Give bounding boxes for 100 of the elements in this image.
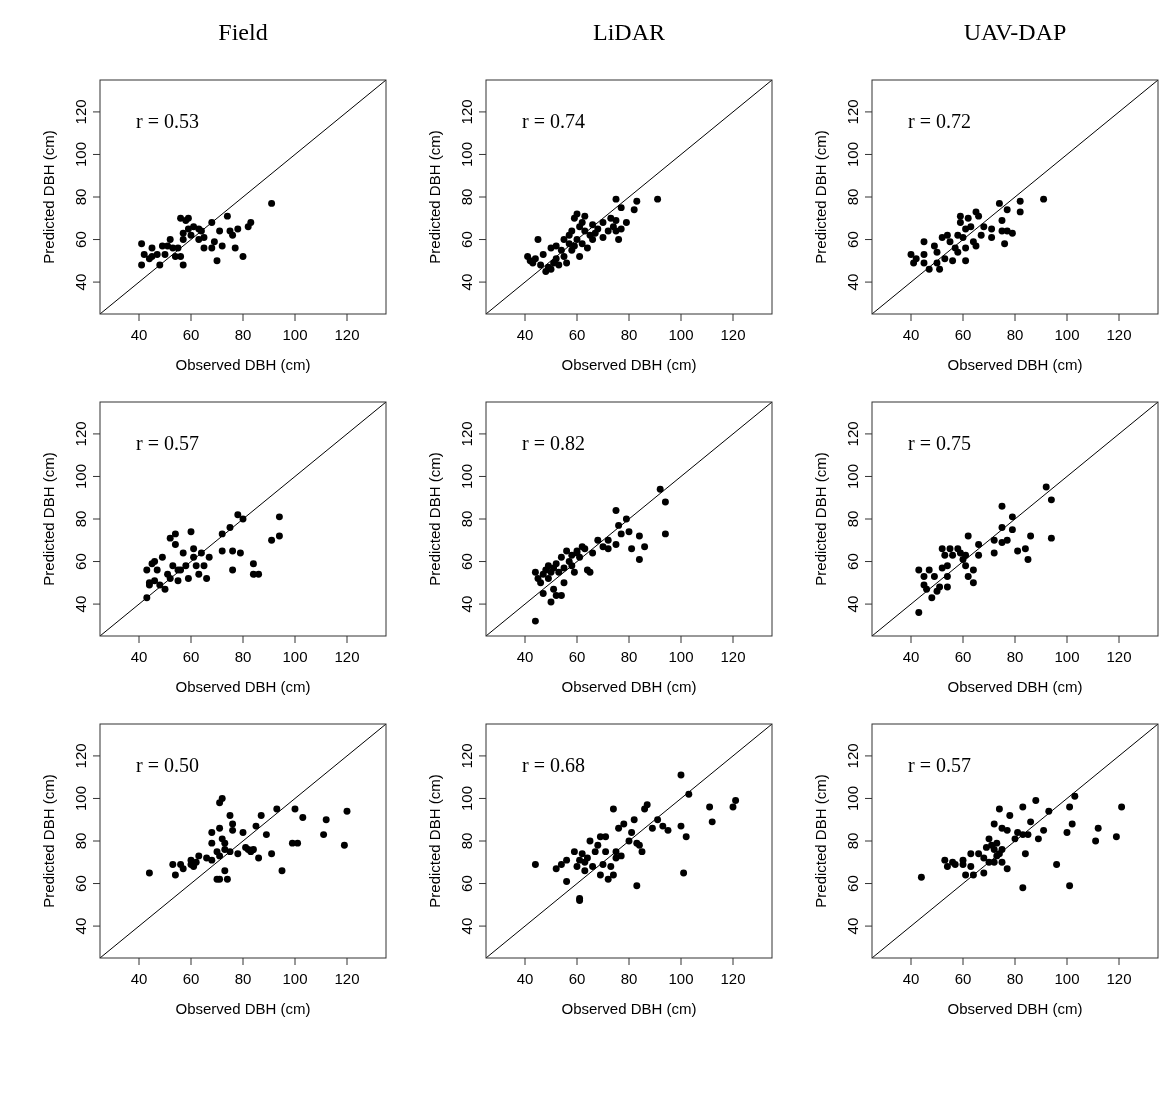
y-tick-label: 80 <box>72 832 89 850</box>
x-axis-title: Observed DBH (cm) <box>561 678 697 695</box>
y-tick-label: 60 <box>844 553 861 570</box>
x-tick-label: 120 <box>720 970 746 987</box>
y-tick-label: 60 <box>458 553 475 570</box>
x-tick-label: 40 <box>516 326 534 343</box>
x-tick-label: 120 <box>720 648 746 665</box>
y-tick-label: 120 <box>72 743 89 769</box>
y-tick-label: 100 <box>72 785 89 811</box>
x-axis-title: Observed DBH (cm) <box>947 356 1083 373</box>
y-axis-title: Predicted DBH (cm) <box>40 130 57 264</box>
y-tick-label: 80 <box>458 510 475 528</box>
y-tick-label: 100 <box>72 141 89 167</box>
y-tick-label: 80 <box>72 510 89 528</box>
x-tick-label: 120 <box>334 970 360 987</box>
y-axis-title: Predicted DBH (cm) <box>40 452 57 586</box>
x-tick-label: 60 <box>954 970 972 987</box>
x-tick-label: 60 <box>568 648 586 665</box>
x-tick-label: 120 <box>334 648 360 665</box>
x-tick-label: 100 <box>282 326 308 343</box>
x-tick-label: 40 <box>902 326 920 343</box>
y-tick-label: 40 <box>72 273 89 291</box>
y-tick-label: 60 <box>72 231 89 248</box>
y-tick-label: 100 <box>458 463 475 489</box>
y-tick-label: 60 <box>458 231 475 248</box>
y-tick-label: 80 <box>844 510 861 528</box>
y-tick-label: 40 <box>844 273 861 291</box>
y-axis-title: Predicted DBH (cm) <box>426 130 443 264</box>
x-tick-label: 80 <box>234 970 252 987</box>
chart-title: UAV-DAP <box>963 19 1067 45</box>
y-tick-label: 40 <box>458 917 475 935</box>
y-axis-title: Predicted DBH (cm) <box>812 452 829 586</box>
annotation: r = 0.53 <box>136 110 199 132</box>
x-tick-label: 60 <box>568 970 586 987</box>
annotation: r = 0.82 <box>522 432 585 454</box>
x-tick-label: 40 <box>516 648 534 665</box>
y-tick-label: 40 <box>458 595 475 613</box>
x-axis-title: Observed DBH (cm) <box>175 678 311 695</box>
x-tick-label: 100 <box>668 648 694 665</box>
x-tick-label: 100 <box>282 970 308 987</box>
y-tick-label: 100 <box>458 141 475 167</box>
annotation: r = 0.50 <box>136 754 199 776</box>
annotation: r = 0.57 <box>908 754 971 776</box>
y-tick-label: 40 <box>844 595 861 613</box>
x-tick-label: 80 <box>620 970 638 987</box>
y-tick-label: 60 <box>458 875 475 892</box>
y-tick-label: 120 <box>844 99 861 125</box>
x-tick-label: 40 <box>902 648 920 665</box>
y-tick-label: 40 <box>458 273 475 291</box>
x-axis-title: Observed DBH (cm) <box>947 678 1083 695</box>
x-axis-title: Observed DBH (cm) <box>175 1000 311 1017</box>
y-tick-label: 120 <box>844 421 861 447</box>
y-axis-title: Predicted DBH (cm) <box>426 774 443 908</box>
x-tick-label: 100 <box>668 970 694 987</box>
x-tick-label: 120 <box>1106 970 1132 987</box>
y-tick-label: 100 <box>844 785 861 811</box>
y-tick-label: 120 <box>458 743 475 769</box>
x-tick-label: 80 <box>620 648 638 665</box>
x-tick-label: 80 <box>1006 648 1024 665</box>
y-tick-label: 100 <box>844 141 861 167</box>
x-tick-label: 60 <box>568 326 586 343</box>
x-tick-label: 120 <box>720 326 746 343</box>
y-tick-label: 100 <box>72 463 89 489</box>
x-axis-title: Observed DBH (cm) <box>947 1000 1083 1017</box>
y-tick-label: 80 <box>458 832 475 850</box>
y-tick-label: 60 <box>844 875 861 892</box>
y-tick-label: 60 <box>72 553 89 570</box>
y-tick-label: 120 <box>458 421 475 447</box>
annotation: r = 0.72 <box>908 110 971 132</box>
x-tick-label: 60 <box>182 326 200 343</box>
y-tick-label: 120 <box>844 743 861 769</box>
chart-title: Field <box>218 19 268 45</box>
chart-title: LiDAR <box>593 19 665 45</box>
y-axis-title: Predicted DBH (cm) <box>40 774 57 908</box>
x-axis-title: Observed DBH (cm) <box>175 356 311 373</box>
y-tick-label: 80 <box>844 832 861 850</box>
x-tick-label: 60 <box>182 648 200 665</box>
x-tick-label: 100 <box>1054 648 1080 665</box>
annotation: r = 0.74 <box>522 110 585 132</box>
y-axis-title: Predicted DBH (cm) <box>426 452 443 586</box>
y-tick-label: 40 <box>844 917 861 935</box>
x-tick-label: 100 <box>668 326 694 343</box>
x-tick-label: 40 <box>516 970 534 987</box>
y-axis-title: Predicted DBH (cm) <box>812 774 829 908</box>
y-axis-title: Predicted DBH (cm) <box>812 130 829 264</box>
x-tick-label: 120 <box>1106 648 1132 665</box>
x-tick-label: 40 <box>130 326 148 343</box>
y-tick-label: 100 <box>458 785 475 811</box>
x-tick-label: 80 <box>1006 326 1024 343</box>
annotation: r = 0.75 <box>908 432 971 454</box>
x-tick-label: 120 <box>334 326 360 343</box>
x-tick-label: 100 <box>1054 326 1080 343</box>
y-tick-label: 120 <box>72 421 89 447</box>
x-axis-title: Observed DBH (cm) <box>561 1000 697 1017</box>
x-tick-label: 80 <box>620 326 638 343</box>
x-tick-label: 40 <box>130 648 148 665</box>
y-tick-label: 60 <box>72 875 89 892</box>
x-tick-label: 60 <box>954 326 972 343</box>
y-tick-label: 120 <box>72 99 89 125</box>
x-tick-label: 100 <box>282 648 308 665</box>
